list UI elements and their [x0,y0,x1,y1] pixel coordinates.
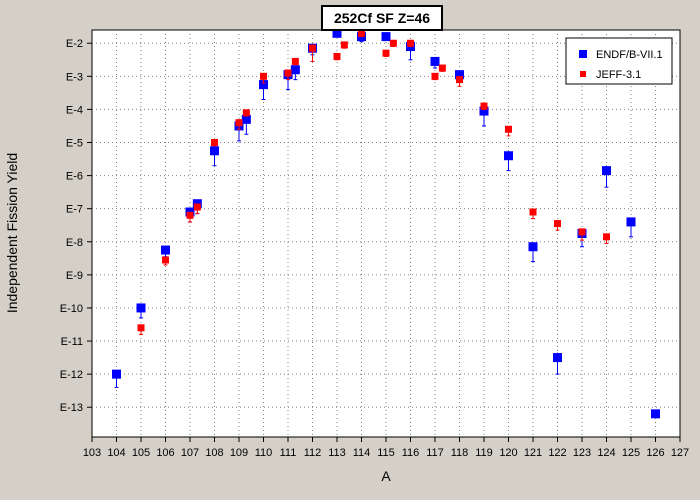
data-point [137,324,145,332]
x-tick-label: 127 [671,447,689,459]
y-tick-label: E-4 [66,104,83,116]
series-jeff [137,29,610,335]
x-tick-label: 105 [132,447,150,459]
legend: ENDF/B-VII.1 JEFF-3.1 [565,37,673,85]
data-point [505,125,512,133]
data-point [161,245,170,255]
x-tick-label: 112 [304,447,322,459]
x-tick-label: 121 [524,447,542,459]
data-point [291,57,299,65]
y-axis-label: Independent Fission Yield [4,153,20,313]
data-point [651,409,660,419]
x-axis-label: A [381,468,391,484]
data-point [456,76,463,84]
x-tick-label: 116 [402,447,420,459]
data-point [553,353,562,363]
legend-label-endf: ENDF/B-VII.1 [596,49,663,61]
chart-title: 252Cf SF Z=46 [334,10,430,26]
data-point [358,29,365,37]
data-point [430,56,440,66]
data-point [529,208,537,216]
data-point [603,233,610,241]
y-tick-label: E-2 [66,38,83,50]
x-tick-label: 124 [597,447,615,459]
data-point [438,64,446,72]
data-point [284,69,292,77]
x-tick-label: 111 [280,447,297,459]
x-tick-label: 114 [353,447,371,459]
x-tick-label: 125 [622,447,640,459]
plot-area [91,29,681,438]
data-point [455,70,464,80]
x-tick-label: 118 [451,447,469,459]
data-point [554,220,561,228]
y-axis-ticks: E-2 E-3 E-4 E-5 E-6 E-7 E-8 E-9 E-10 E-11 E-12 E-13 [60,38,92,414]
x-tick-label: 123 [573,447,591,459]
data-point [210,146,219,156]
data-point [260,72,267,80]
data-point [382,49,390,57]
legend-label-jeff: JEFF-3.1 [596,69,641,81]
y-tick-label: E-7 [66,204,83,216]
y-tick-label: E-3 [66,71,83,83]
x-tick-label: 107 [181,447,199,459]
y-tick-label: E-5 [66,138,83,150]
data-point [241,114,251,124]
x-tick-label: 106 [156,447,174,459]
data-point [162,256,169,264]
data-point [431,72,439,80]
y-tick-label: E-11 [61,336,83,348]
x-tick-label: 115 [377,447,395,459]
data-point [112,369,121,379]
x-tick-label: 108 [205,447,223,459]
data-point [290,65,300,75]
data-point [332,28,342,38]
data-point [602,166,611,176]
x-axis-ticks: 103 104 105 106 107 108 109 110 111 112 113 114 115 1… [83,437,689,459]
y-tick-label: E-9 [66,270,83,282]
data-point [309,44,316,52]
y-tick-label: E-12 [60,369,83,381]
data-point [626,217,636,227]
x-tick-label: 119 [475,447,493,459]
x-tick-label: 117 [426,447,444,459]
x-tick-label: 110 [255,447,273,459]
data-point [211,139,218,147]
data-point [136,303,146,313]
chart-title-box: 252Cf SF Z=46 [321,5,443,31]
data-point [242,109,250,117]
y-tick-label: E-8 [66,237,83,249]
data-point [407,39,414,47]
data-point [193,203,201,211]
x-tick-label: 109 [230,447,248,459]
x-tick-label: 120 [499,447,517,459]
y-tick-label: E-6 [66,171,83,183]
y-tick-label: E-10 [60,303,83,315]
data-point [259,80,268,90]
data-point [333,52,341,60]
series-layer [112,28,660,419]
data-point [578,228,586,236]
data-point [235,119,243,127]
data-point [186,211,194,219]
x-tick-label: 104 [107,447,125,459]
y-tick-label: E-13 [60,402,83,414]
data-point [528,242,538,252]
x-tick-label: 126 [646,447,664,459]
x-tick-label: 122 [548,447,566,459]
data-point [480,102,488,110]
legend-marker-endf [579,50,587,58]
data-point [479,106,489,116]
x-tick-label: 113 [328,447,346,459]
data-point [340,41,348,49]
legend-marker-jeff [580,71,586,77]
x-tick-label: 103 [83,447,101,459]
data-point [504,151,513,161]
data-point [381,32,391,42]
data-point [389,39,397,47]
